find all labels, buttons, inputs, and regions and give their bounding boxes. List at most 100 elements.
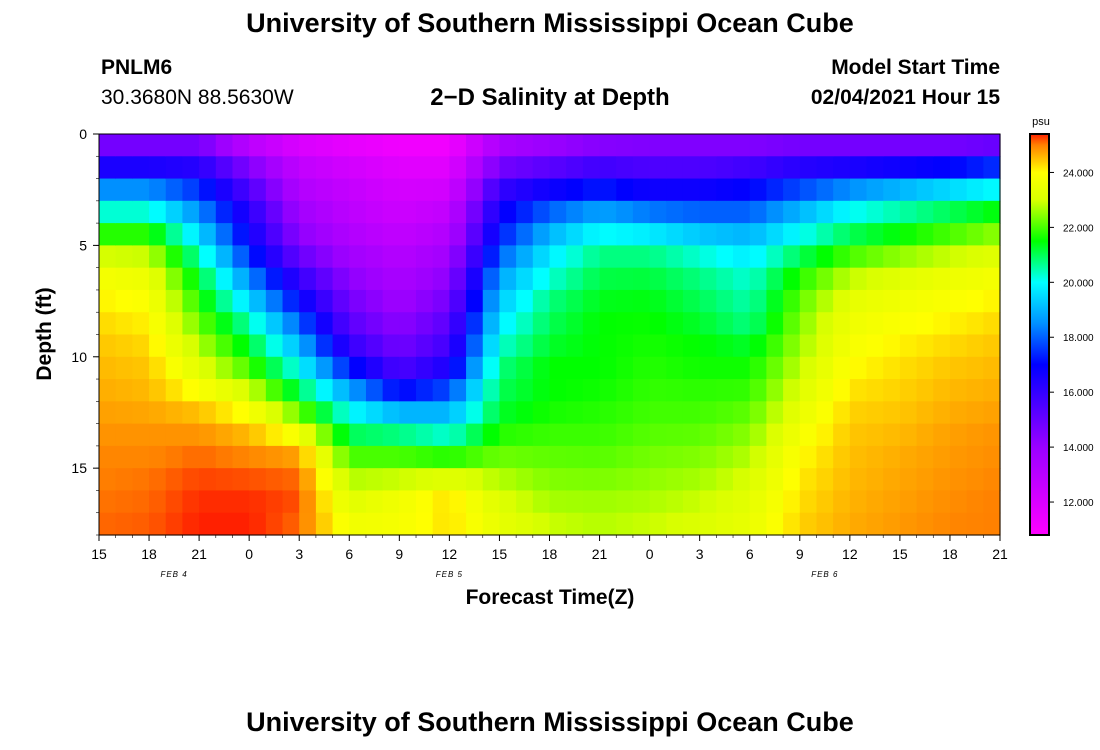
heatmap-cell [632,334,651,358]
heatmap-cell [382,512,400,536]
colorbar-tick-label: 24.000 [1063,168,1094,179]
heatmap-cell [666,468,684,492]
heatmap-cell [416,200,434,224]
heatmap-cell [949,445,968,469]
heatmap-cell [949,267,968,291]
heatmap-cell [983,156,1001,180]
heatmap-cell [466,312,484,336]
heatmap-cell [532,289,551,313]
heatmap-cell [833,312,851,336]
heatmap-cell [149,468,167,492]
x-tick-label: 15 [892,546,908,562]
heatmap-cell [916,267,934,291]
heatmap-cell [249,289,267,313]
heatmap-cell [449,200,467,224]
heatmap-cell [582,379,601,402]
heatmap-cell [349,445,367,469]
heatmap-cell [499,134,517,157]
heatmap-cell [849,200,868,224]
y-tick-label: 15 [71,460,87,476]
heatmap-cell [349,356,367,380]
heatmap-cell [99,223,117,246]
heatmap-cell [449,401,467,425]
heatmap-cell [516,200,534,224]
heatmap-cell [132,445,150,469]
heatmap-cell [449,178,467,202]
heatmap-cell [449,134,467,157]
heatmap-cell [599,334,617,358]
heatmap-cell [883,334,901,358]
heatmap-cell [833,134,851,157]
heatmap-cell [249,245,267,269]
heatmap-cell [382,334,400,358]
heatmap-cell [282,245,300,269]
heatmap-cell [983,178,1001,202]
heatmap-cell [199,423,217,447]
heatmap-cell [749,356,768,380]
heatmap-cell [966,200,984,224]
heatmap-cell [349,245,367,269]
heatmap-cell [249,312,267,336]
heatmap-cell [749,490,768,514]
heatmap-cell [315,401,334,425]
heatmap-cell [416,267,434,291]
heatmap-cell [766,490,784,514]
heatmap-cell [582,289,601,313]
heatmap-cell [282,401,300,425]
x-tick-label: 6 [746,546,754,562]
heatmap-cell [783,490,801,514]
heatmap-cell [365,334,384,358]
heatmap-cell [299,312,317,336]
heatmap-cell [966,223,984,246]
heatmap-cell [566,267,584,291]
heatmap-cell [115,156,133,180]
heatmap-cell [532,490,551,514]
salinity-heatmap [99,134,1001,536]
heatmap-cell [199,445,217,469]
heatmap-cell [199,156,217,180]
heatmap-cell [516,356,534,380]
heatmap-cell [966,512,984,536]
heatmap-cell [799,267,818,291]
heatmap-cell [866,245,884,269]
heatmap-cell [365,468,384,492]
heatmap-cell [833,445,851,469]
heatmap-cell [399,289,417,313]
x-tick-label: 12 [442,546,458,562]
heatmap-cell [816,289,834,313]
heatmap-cell [132,156,150,180]
heatmap-cell [816,156,834,180]
heatmap-cell [883,178,901,202]
heatmap-cell [449,245,467,269]
heatmap-cell [165,468,184,492]
heatmap-cell [632,267,651,291]
heatmap-cell [566,490,584,514]
y-tick-label: 0 [79,126,87,142]
heatmap-cell [783,401,801,425]
heatmap-cell [315,423,334,447]
heatmap-cell [132,468,150,492]
heatmap-cell [215,200,234,224]
heatmap-cell [432,468,450,492]
heatmap-cell [632,289,651,313]
heatmap-cell [799,379,818,402]
heatmap-cell [315,289,334,313]
heatmap-cell [883,200,901,224]
heatmap-cell [299,289,317,313]
heatmap-cell [833,468,851,492]
heatmap-cell [332,245,350,269]
heatmap-cell [799,134,818,157]
heatmap-cell [816,423,834,447]
heatmap-cell [766,267,784,291]
heatmap-cell [199,512,217,536]
heatmap-cell [265,312,284,336]
heatmap-cell [849,223,868,246]
heatmap-cell [265,334,284,358]
heatmap-cell [349,267,367,291]
x-tick-label: 3 [295,546,303,562]
heatmap-cell [599,289,617,313]
colorbar-scale [1029,133,1050,536]
heatmap-cell [616,245,634,269]
heatmap-cell [466,468,484,492]
heatmap-cell [983,468,1001,492]
